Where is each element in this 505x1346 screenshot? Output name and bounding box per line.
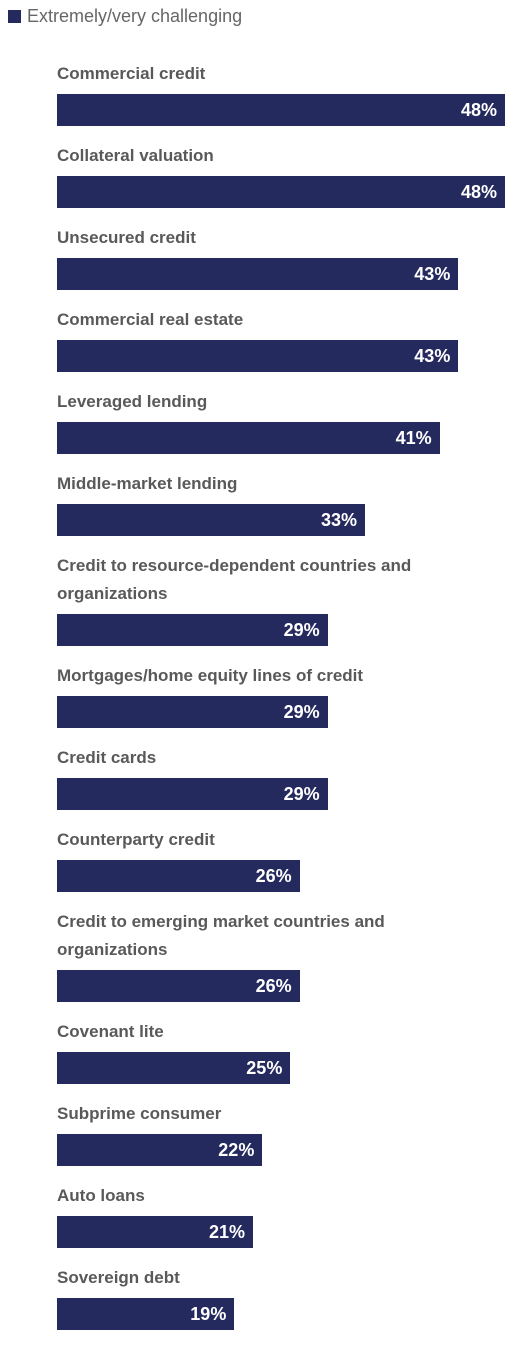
bar-row: Subprime consumer 22% [57,1100,505,1166]
bar-row: Commercial credit 48% [57,60,505,126]
category-label: Leveraged lending [57,392,208,411]
bar: 43% [57,258,459,290]
bar: 19% [57,1298,235,1330]
category-label: Unsecured credit [57,228,196,247]
bar: 41% [57,422,440,454]
category-label: Covenant lite [57,1022,164,1041]
category-label: Counterparty credit [57,830,215,849]
bars: Commercial credit 48% Collateral valuation… [57,60,505,1346]
bar: 26% [57,860,300,892]
bar-row: Credit to emerging market countries and … [57,908,505,1002]
value-label: 26% [255,865,292,886]
value-label: 22% [218,1139,255,1160]
bar-row: Sovereign debt 19% [57,1264,505,1330]
category-label: Credit cards [57,748,157,767]
value-label: 43% [414,263,451,284]
bar: 29% [57,696,328,728]
bar: 48% [57,94,505,126]
value-label: 48% [460,99,497,120]
category-label: Sovereign debt [57,1268,180,1287]
category-label: Collateral valuation [57,146,214,165]
legend-swatch [8,10,21,23]
bar: 48% [57,176,505,208]
bar: 33% [57,504,365,536]
bar-row: Middle-market lending 33% [57,470,505,536]
category-label: Subprime consumer [57,1104,222,1123]
value-label: 21% [208,1221,245,1242]
legend: Extremely/very challenging [8,6,242,27]
category-label: Commercial credit [57,64,206,83]
value-label: 48% [460,181,497,202]
legend-label: Extremely/very challenging [27,6,243,26]
bar-row: Covenant lite 25% [57,1018,505,1084]
value-label: 29% [283,783,320,804]
value-label: 43% [414,345,451,366]
bar: 21% [57,1216,253,1248]
category-label: Credit to resource-dependent countries a… [57,556,412,603]
bar-row: Unsecured credit 43% [57,224,505,290]
value-label: 29% [283,701,320,722]
bar: 29% [57,778,328,810]
bar-row: Commercial real estate 43% [57,306,505,372]
value-label: 26% [255,975,292,996]
category-label: Mortgages/home equity lines of credit [57,666,364,685]
bar: 22% [57,1134,263,1166]
bar-row: Collateral valuation 48% [57,142,505,208]
value-label: 33% [320,509,357,530]
bar: 43% [57,340,459,372]
bar-row: Credit cards 29% [57,744,505,810]
category-label: Middle-market lending [57,474,238,493]
bar-row: Auto loans 21% [57,1182,505,1248]
value-label: 19% [190,1303,227,1324]
bar-row: Credit to resource-dependent countries a… [57,552,505,646]
value-label: 41% [395,427,432,448]
bar: 26% [57,970,300,1002]
value-label: 29% [283,619,320,640]
bar-row: Leveraged lending 41% [57,388,505,454]
value-label: 25% [246,1057,283,1078]
bar: 29% [57,614,328,646]
category-label: Auto loans [57,1186,145,1205]
category-label: Commercial real estate [57,310,244,329]
bar: 25% [57,1052,291,1084]
bar-row: Counterparty credit 26% [57,826,505,892]
category-label: Credit to emerging market countries and … [57,912,385,959]
bar-row: Mortgages/home equity lines of credit 29% [57,662,505,728]
